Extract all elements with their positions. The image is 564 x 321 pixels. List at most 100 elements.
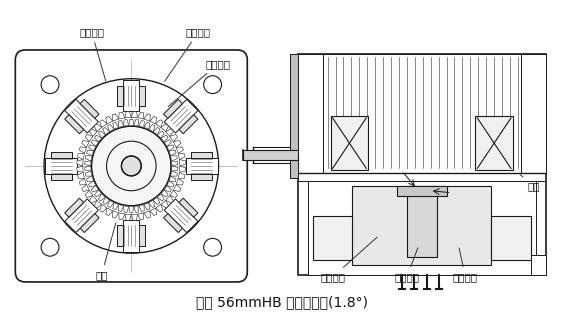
Polygon shape bbox=[94, 200, 102, 208]
Bar bbox=[531, 255, 546, 275]
Polygon shape bbox=[156, 204, 163, 212]
Text: 转子铁心: 转子铁心 bbox=[320, 237, 377, 282]
Polygon shape bbox=[103, 127, 109, 134]
Polygon shape bbox=[161, 200, 169, 208]
Polygon shape bbox=[79, 147, 86, 153]
Polygon shape bbox=[89, 129, 97, 136]
Polygon shape bbox=[179, 166, 186, 172]
Polygon shape bbox=[124, 206, 129, 212]
Polygon shape bbox=[85, 166, 91, 171]
Bar bbox=[290, 54, 298, 178]
Polygon shape bbox=[113, 203, 119, 210]
Polygon shape bbox=[89, 145, 96, 151]
Text: 定子小齿: 定子小齿 bbox=[79, 27, 106, 81]
Polygon shape bbox=[77, 166, 83, 172]
Text: 永久磁铁: 永久磁铁 bbox=[453, 248, 478, 282]
Polygon shape bbox=[106, 208, 113, 215]
Polygon shape bbox=[45, 158, 77, 174]
Polygon shape bbox=[112, 211, 119, 218]
Polygon shape bbox=[82, 185, 89, 192]
Polygon shape bbox=[139, 120, 144, 127]
Bar bbox=[312, 215, 352, 260]
Polygon shape bbox=[98, 131, 105, 138]
Bar bbox=[475, 116, 513, 170]
Text: 线圈: 线圈 bbox=[95, 223, 116, 280]
Polygon shape bbox=[144, 114, 151, 121]
Circle shape bbox=[92, 126, 171, 206]
Polygon shape bbox=[100, 120, 107, 127]
Polygon shape bbox=[134, 119, 139, 126]
Polygon shape bbox=[51, 152, 72, 180]
Polygon shape bbox=[138, 213, 144, 220]
Polygon shape bbox=[138, 112, 144, 119]
Polygon shape bbox=[149, 125, 155, 132]
Polygon shape bbox=[161, 124, 169, 132]
Polygon shape bbox=[85, 134, 92, 142]
Text: 线圈: 线圈 bbox=[520, 175, 540, 191]
Polygon shape bbox=[166, 129, 173, 136]
Polygon shape bbox=[153, 127, 160, 134]
Polygon shape bbox=[170, 190, 178, 197]
Polygon shape bbox=[176, 178, 183, 185]
Polygon shape bbox=[164, 186, 171, 192]
Polygon shape bbox=[82, 140, 89, 147]
Polygon shape bbox=[113, 122, 119, 129]
Polygon shape bbox=[79, 178, 86, 185]
Polygon shape bbox=[98, 194, 105, 201]
Polygon shape bbox=[150, 208, 157, 215]
Polygon shape bbox=[144, 211, 151, 218]
Polygon shape bbox=[170, 134, 178, 142]
Polygon shape bbox=[164, 100, 198, 133]
Text: 转子小齿: 转子小齿 bbox=[168, 59, 231, 107]
Polygon shape bbox=[171, 166, 178, 171]
Polygon shape bbox=[169, 150, 176, 156]
Polygon shape bbox=[161, 135, 168, 142]
Bar bbox=[397, 186, 447, 196]
Polygon shape bbox=[131, 214, 138, 221]
Polygon shape bbox=[86, 150, 94, 156]
Polygon shape bbox=[171, 171, 177, 176]
Polygon shape bbox=[95, 135, 102, 142]
Polygon shape bbox=[91, 186, 99, 192]
Polygon shape bbox=[125, 214, 131, 221]
Polygon shape bbox=[157, 131, 164, 138]
Bar bbox=[323, 54, 521, 173]
Polygon shape bbox=[118, 204, 124, 212]
Polygon shape bbox=[139, 204, 144, 212]
Polygon shape bbox=[124, 221, 139, 252]
Polygon shape bbox=[108, 200, 114, 207]
Polygon shape bbox=[178, 153, 185, 160]
Polygon shape bbox=[106, 116, 113, 124]
Polygon shape bbox=[131, 111, 138, 118]
Polygon shape bbox=[167, 181, 174, 187]
Polygon shape bbox=[65, 199, 98, 232]
Polygon shape bbox=[91, 140, 99, 146]
Bar bbox=[331, 116, 368, 170]
Polygon shape bbox=[112, 114, 119, 121]
Polygon shape bbox=[156, 120, 163, 127]
Polygon shape bbox=[164, 140, 171, 146]
Polygon shape bbox=[100, 204, 107, 212]
Polygon shape bbox=[117, 225, 145, 246]
Polygon shape bbox=[119, 112, 125, 119]
Polygon shape bbox=[65, 100, 99, 134]
Bar bbox=[352, 186, 491, 265]
Bar bbox=[407, 186, 437, 257]
Polygon shape bbox=[117, 86, 145, 107]
Polygon shape bbox=[85, 156, 92, 161]
Text: 定子主极: 定子主极 bbox=[165, 27, 211, 82]
Polygon shape bbox=[176, 147, 183, 153]
Polygon shape bbox=[103, 197, 109, 204]
Polygon shape bbox=[191, 152, 212, 180]
Polygon shape bbox=[85, 190, 92, 197]
Polygon shape bbox=[108, 125, 114, 132]
Polygon shape bbox=[124, 119, 129, 126]
Polygon shape bbox=[119, 213, 125, 220]
Polygon shape bbox=[167, 145, 174, 151]
Bar bbox=[491, 215, 531, 260]
Polygon shape bbox=[125, 111, 131, 118]
Polygon shape bbox=[94, 124, 102, 132]
Polygon shape bbox=[171, 161, 178, 166]
Polygon shape bbox=[89, 181, 96, 187]
Polygon shape bbox=[166, 195, 173, 203]
